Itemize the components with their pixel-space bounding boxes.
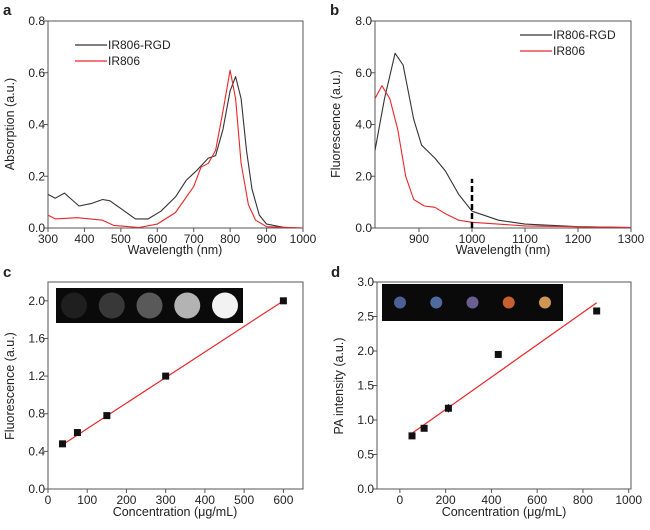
y-tick-label: 1.0: [357, 413, 374, 427]
y-tick-label: 1.6: [28, 331, 45, 345]
data-point: [59, 440, 67, 448]
x-tick-label: 800: [220, 232, 240, 246]
panel-label-d: d: [331, 264, 340, 281]
x-tick-label: 300: [156, 493, 176, 507]
x-tick-label: 1000: [290, 232, 317, 246]
y-axis-label-a: Absorption (a.u.): [3, 78, 17, 170]
x-tick-label: 600: [147, 232, 167, 246]
series-line-ir806-rgd: [48, 76, 303, 228]
x-tick-label: 1300: [618, 232, 645, 246]
y-tick-label: 6.0: [355, 66, 372, 80]
x-axis-label-c: Concentration (μg/mL): [113, 505, 238, 519]
y-tick-label: 0.4: [28, 444, 45, 458]
y-tick-label: 0.0: [28, 482, 45, 496]
data-point: [408, 432, 416, 440]
y-tick-label: 0.4: [28, 118, 45, 132]
panel-label-a: a: [3, 2, 12, 19]
x-tick-label: 600: [527, 493, 547, 507]
y-tick-label: 0.0: [355, 221, 372, 235]
legend-label: IR806: [108, 54, 140, 68]
x-tick-label: 500: [111, 232, 131, 246]
y-tick-label: 2.0: [28, 294, 45, 308]
y-tick-label: 2.0: [355, 169, 372, 183]
x-tick-label: 900: [257, 232, 277, 246]
x-axis-label-a: Wavelength (nm): [128, 243, 223, 257]
x-tick-label: 300: [38, 232, 58, 246]
data-point: [494, 350, 502, 358]
data-point: [73, 429, 81, 437]
series-line-ir806-rgd: [375, 52, 631, 228]
y-tick-label: 2.0: [357, 344, 374, 358]
x-tick-label: 1000: [459, 232, 486, 246]
x-tick-label: 200: [436, 493, 456, 507]
panel-label-b: b: [330, 2, 339, 19]
inset-sample-spot: [539, 296, 551, 309]
y-tick-label: 0.5: [357, 448, 374, 462]
legend-label: IR806-RGD: [553, 28, 616, 42]
legend-label: IR806: [553, 44, 585, 58]
y-tick-label: 0.8: [28, 407, 45, 421]
inset-sample-spot: [394, 296, 406, 309]
x-tick-label: 400: [481, 493, 501, 507]
y-tick-label: 0.2: [28, 169, 45, 183]
panel-a: a Wavelength (nm) Absorption (a.u.) 300 4…: [3, 2, 317, 257]
x-tick-label: 400: [195, 493, 215, 507]
x-tick-label: 700: [184, 232, 204, 246]
data-point: [420, 424, 428, 432]
inset-sample-spot: [212, 292, 238, 319]
fit-line: [62, 300, 284, 446]
inset-sample-spot: [502, 296, 515, 309]
inset-sample-spot: [174, 292, 201, 319]
series-line-ir806: [48, 69, 303, 228]
y-tick-label: 1.5: [357, 379, 374, 393]
panel-c: c Concentration (μg/mL) Fluorescence (a.…: [3, 264, 304, 519]
inset-sample-spot: [98, 292, 125, 319]
series-line-ir806: [375, 85, 631, 228]
x-tick-label: 1000: [615, 493, 642, 507]
inset-sample-spot: [430, 296, 443, 309]
y-axis-label-c: Fluorescence (a.u.): [3, 332, 17, 440]
y-tick-label: 8.0: [355, 14, 372, 28]
y-axis-label-b: Fluorescence (a.u.): [329, 70, 343, 178]
x-tick-label: 0: [45, 493, 52, 507]
y-axis-label-d: PA intensity (a.u.): [332, 337, 346, 434]
y-tick-label: 1.2: [28, 369, 45, 383]
x-tick-label: 500: [234, 493, 254, 507]
inset-sample-spot: [136, 292, 163, 319]
data-point: [444, 404, 452, 412]
inset-sample-spot: [466, 296, 479, 309]
x-tick-label: 0: [397, 493, 404, 507]
y-tick-label: 0.8: [28, 14, 45, 28]
data-point: [593, 307, 601, 315]
panel-b: b Wavelength (nm) Fluorescence (a.u.) 90…: [329, 2, 645, 257]
y-tick-label: 0.0: [28, 221, 45, 235]
panel-label-c: c: [3, 264, 11, 281]
data-point: [162, 372, 170, 380]
x-tick-label: 900: [409, 232, 429, 246]
fit-line: [410, 302, 598, 435]
x-tick-label: 1100: [512, 232, 538, 246]
x-tick-label: 100: [77, 493, 97, 507]
x-tick-label: 800: [573, 493, 593, 507]
x-tick-label: 200: [116, 493, 136, 507]
y-tick-label: 4.0: [355, 118, 372, 132]
y-tick-label: 2.5: [357, 310, 374, 324]
x-axis-label-d: Concentration (μg/mL): [442, 505, 567, 519]
x-tick-label: 1200: [565, 232, 592, 246]
x-axis-label-b: Wavelength (nm): [456, 243, 551, 257]
panel-d: d Concentration (μg/mL) PA intensity (a.…: [331, 264, 642, 519]
data-point: [103, 412, 111, 420]
y-tick-label: 0.6: [28, 66, 45, 80]
inset-image: [56, 288, 243, 323]
x-tick-label: 600: [273, 493, 293, 507]
legend-label: IR806-RGD: [108, 38, 171, 52]
y-tick-label: 3.0: [357, 275, 374, 289]
plot-frame: [47, 281, 304, 490]
inset-sample-spot: [61, 292, 87, 319]
x-tick-label: 400: [74, 232, 94, 246]
inset-image: [382, 284, 563, 321]
data-point: [279, 297, 287, 305]
y-tick-label: 0.0: [357, 482, 374, 496]
